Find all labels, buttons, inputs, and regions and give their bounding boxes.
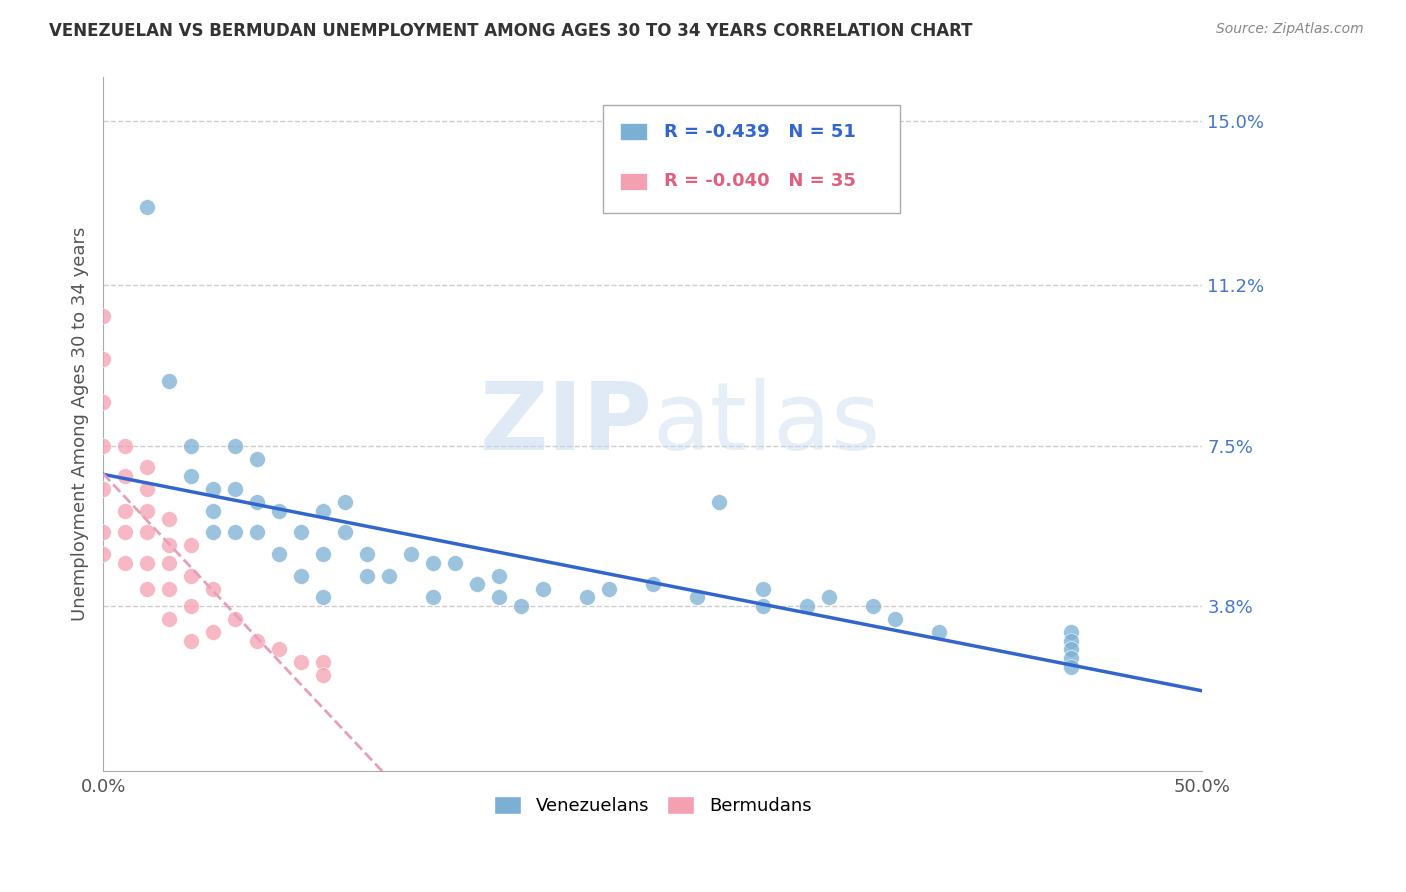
Point [202, 504, 225, 518]
Point [136, 556, 159, 570]
Point [1059, 659, 1081, 673]
Point [91, 547, 114, 561]
Point [1059, 625, 1081, 640]
Point [422, 556, 444, 570]
Point [180, 439, 202, 453]
Point [180, 568, 202, 582]
Text: R = -0.439   N = 51: R = -0.439 N = 51 [664, 122, 856, 141]
Point [157, 556, 180, 570]
Point [356, 568, 378, 582]
Point [267, 504, 290, 518]
Point [1059, 633, 1081, 648]
Point [136, 582, 159, 596]
Point [224, 612, 246, 626]
Point [91, 395, 114, 409]
Point [267, 547, 290, 561]
Point [136, 504, 159, 518]
Point [202, 482, 225, 496]
Point [422, 591, 444, 605]
Point [114, 439, 136, 453]
Point [180, 469, 202, 483]
Point [399, 547, 422, 561]
Point [465, 577, 488, 591]
Point [202, 525, 225, 540]
Text: VENEZUELAN VS BERMUDAN UNEMPLOYMENT AMONG AGES 30 TO 34 YEARS CORRELATION CHART: VENEZUELAN VS BERMUDAN UNEMPLOYMENT AMON… [49, 22, 973, 40]
Point [862, 599, 884, 613]
Point [312, 668, 335, 682]
Point [312, 504, 335, 518]
Point [509, 599, 531, 613]
Point [202, 582, 225, 596]
Point [378, 568, 401, 582]
Point [91, 482, 114, 496]
Point [91, 309, 114, 323]
Point [707, 495, 730, 509]
Point [817, 591, 839, 605]
Bar [603, 105, 900, 212]
Point [224, 525, 246, 540]
Point [180, 633, 202, 648]
Point [114, 525, 136, 540]
Point [267, 642, 290, 657]
Point [312, 591, 335, 605]
Point [290, 656, 312, 670]
Point [751, 582, 773, 596]
Point [224, 482, 246, 496]
Point [246, 633, 269, 648]
Point [796, 599, 818, 613]
Point [488, 591, 510, 605]
Point [246, 525, 269, 540]
Point [157, 582, 180, 596]
Point [136, 460, 159, 475]
Point [290, 568, 312, 582]
Text: atlas: atlas [652, 378, 882, 470]
Point [114, 504, 136, 518]
Point [488, 568, 510, 582]
Point [180, 599, 202, 613]
Point [91, 525, 114, 540]
Point [333, 525, 356, 540]
Point [136, 201, 159, 215]
Point [202, 625, 225, 640]
Point [575, 591, 598, 605]
Bar [620, 173, 647, 190]
Point [312, 656, 335, 670]
Point [157, 512, 180, 526]
Point [91, 439, 114, 453]
Point [333, 495, 356, 509]
Bar [620, 123, 647, 140]
Y-axis label: Unemployment Among Ages 30 to 34 years: Unemployment Among Ages 30 to 34 years [72, 227, 89, 621]
Point [180, 538, 202, 552]
Text: ZIP: ZIP [479, 378, 652, 470]
Point [312, 547, 335, 561]
Point [883, 612, 905, 626]
Point [641, 577, 664, 591]
Point [751, 599, 773, 613]
Point [444, 556, 467, 570]
Point [531, 582, 554, 596]
Point [157, 612, 180, 626]
Point [136, 482, 159, 496]
Point [157, 374, 180, 388]
Text: R = -0.040   N = 35: R = -0.040 N = 35 [664, 172, 856, 190]
Point [356, 547, 378, 561]
Point [136, 525, 159, 540]
Point [224, 439, 246, 453]
Point [91, 352, 114, 367]
Point [928, 625, 950, 640]
Point [290, 525, 312, 540]
Point [246, 495, 269, 509]
Point [157, 538, 180, 552]
Point [1059, 642, 1081, 657]
Point [114, 556, 136, 570]
Point [1059, 651, 1081, 665]
Point [598, 582, 620, 596]
Text: Source: ZipAtlas.com: Source: ZipAtlas.com [1216, 22, 1364, 37]
Legend: Venezuelans, Bermudans: Venezuelans, Bermudans [485, 787, 821, 824]
Point [114, 469, 136, 483]
Point [246, 451, 269, 466]
Point [686, 591, 709, 605]
